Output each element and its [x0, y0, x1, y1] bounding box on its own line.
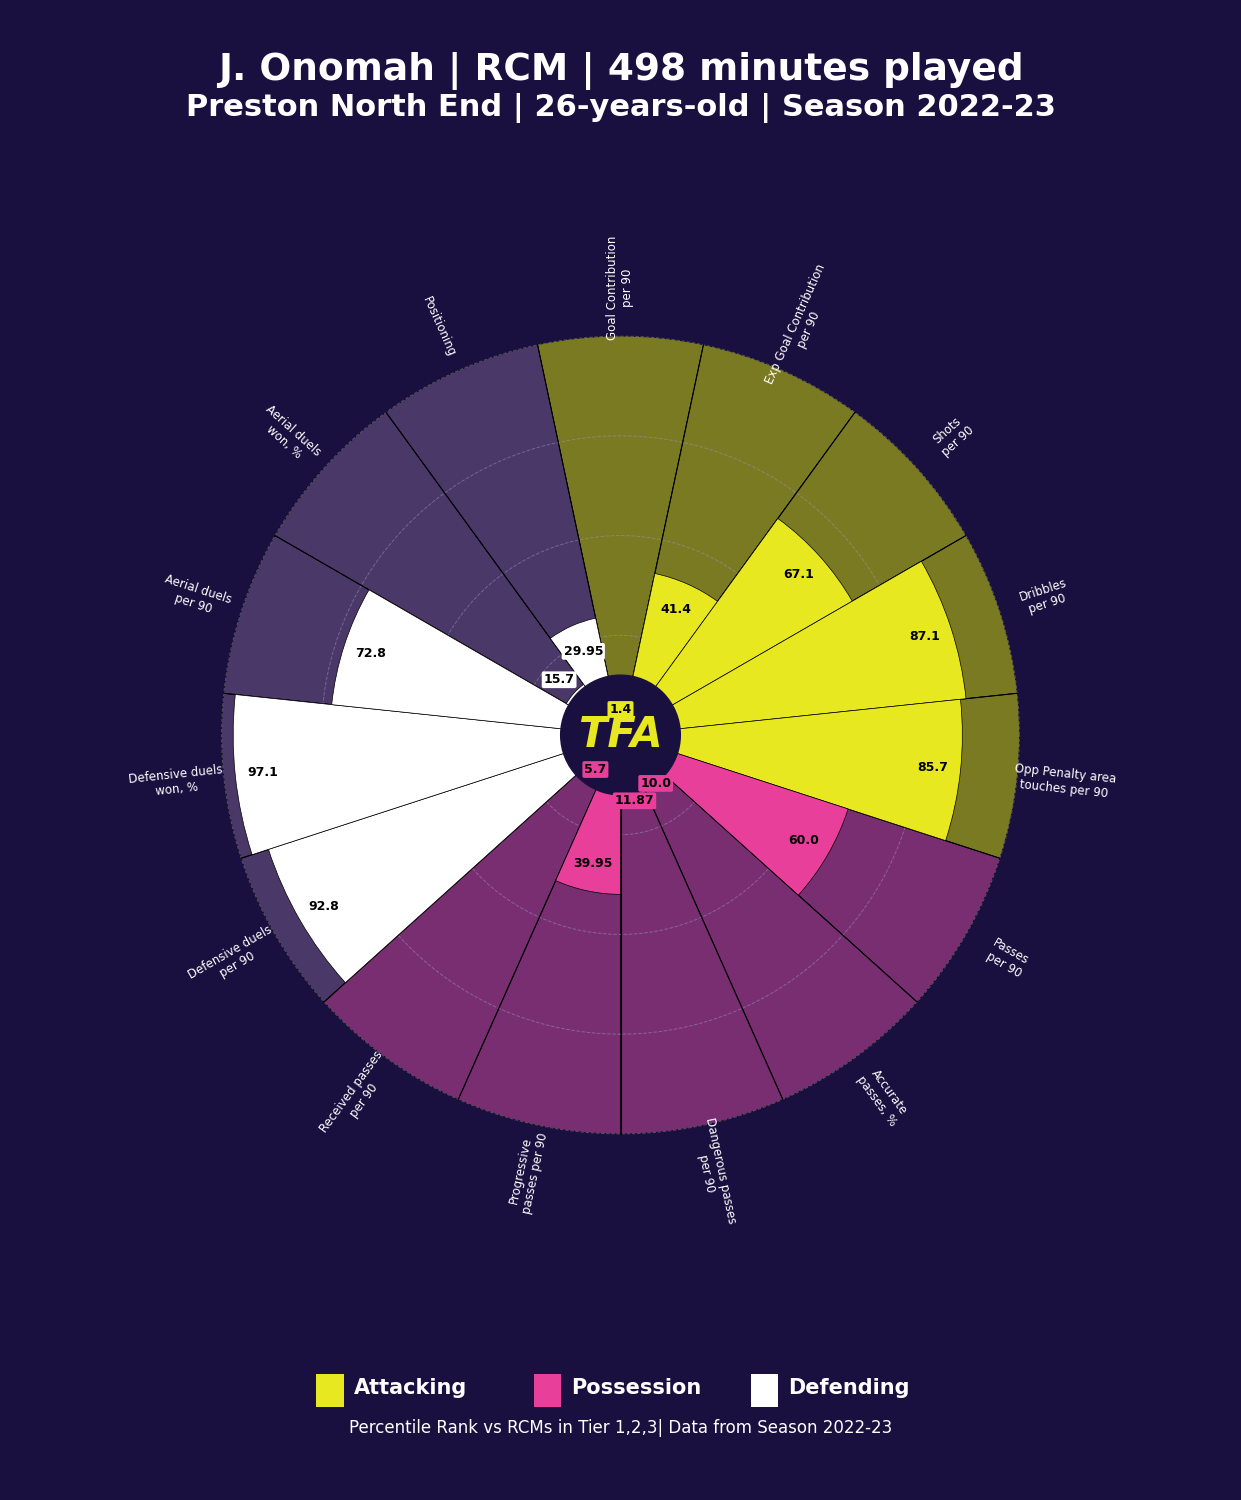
- Wedge shape: [566, 684, 620, 735]
- Wedge shape: [620, 413, 965, 735]
- Text: Opp Penalty area
touches per 90: Opp Penalty area touches per 90: [1013, 762, 1117, 801]
- Text: Aerial duels
won, %: Aerial duels won, %: [253, 402, 324, 470]
- Text: 72.8: 72.8: [355, 648, 386, 660]
- Wedge shape: [620, 735, 783, 1134]
- Wedge shape: [324, 735, 620, 1100]
- Text: 15.7: 15.7: [544, 674, 575, 686]
- Text: 60.0: 60.0: [788, 834, 819, 848]
- Wedge shape: [619, 729, 622, 735]
- Wedge shape: [620, 735, 1000, 1002]
- Wedge shape: [331, 590, 620, 735]
- Wedge shape: [620, 573, 717, 735]
- Text: Received passes
per 90: Received passes per 90: [318, 1048, 398, 1144]
- Text: 29.95: 29.95: [563, 645, 603, 658]
- Text: Dangerous passes
per 90: Dangerous passes per 90: [689, 1116, 738, 1228]
- Text: 5.7: 5.7: [585, 764, 607, 776]
- Text: Attacking: Attacking: [354, 1377, 467, 1398]
- Text: 97.1: 97.1: [248, 766, 278, 778]
- Wedge shape: [620, 735, 640, 783]
- Wedge shape: [458, 735, 620, 1134]
- Wedge shape: [620, 735, 650, 771]
- Circle shape: [561, 675, 680, 795]
- Wedge shape: [276, 413, 620, 735]
- Text: Defensive duels
per 90: Defensive duels per 90: [186, 922, 282, 994]
- Wedge shape: [620, 536, 1018, 735]
- Text: 85.7: 85.7: [917, 762, 948, 774]
- Text: Shots
per 90: Shots per 90: [928, 413, 977, 459]
- Text: Exp Goal Contribution
per 90: Exp Goal Contribution per 90: [763, 262, 841, 392]
- Wedge shape: [620, 345, 855, 735]
- Text: 87.1: 87.1: [908, 630, 939, 644]
- Wedge shape: [241, 735, 620, 1002]
- Text: 39.95: 39.95: [573, 856, 613, 870]
- Text: Aerial duels
per 90: Aerial duels per 90: [159, 573, 233, 621]
- Wedge shape: [620, 735, 917, 1100]
- Text: Positioning: Positioning: [419, 296, 458, 358]
- Wedge shape: [268, 735, 620, 982]
- Wedge shape: [620, 735, 848, 896]
- Text: TFA: TFA: [578, 714, 663, 756]
- Wedge shape: [620, 561, 965, 735]
- Wedge shape: [233, 694, 620, 855]
- Wedge shape: [223, 536, 620, 735]
- Text: Accurate
passes, %: Accurate passes, %: [855, 1065, 912, 1128]
- Text: Percentile Rank vs RCMs in Tier 1,2,3| Data from Season 2022-23: Percentile Rank vs RCMs in Tier 1,2,3| D…: [349, 1419, 892, 1437]
- Wedge shape: [620, 699, 962, 840]
- Wedge shape: [550, 618, 620, 735]
- Wedge shape: [556, 735, 620, 894]
- Wedge shape: [620, 693, 1019, 858]
- Text: 41.4: 41.4: [660, 603, 691, 616]
- Wedge shape: [222, 693, 620, 858]
- Text: Preston North End | 26-years-old | Season 2022-23: Preston North End | 26-years-old | Seaso…: [186, 93, 1055, 123]
- Text: Progressive
passes per 90: Progressive passes per 90: [505, 1128, 550, 1215]
- Text: Defending: Defending: [788, 1377, 910, 1398]
- Wedge shape: [386, 345, 620, 735]
- Text: Possession: Possession: [571, 1377, 701, 1398]
- Text: 67.1: 67.1: [783, 568, 814, 580]
- Text: 92.8: 92.8: [309, 900, 340, 912]
- Text: 11.87: 11.87: [614, 795, 654, 807]
- Wedge shape: [603, 735, 620, 756]
- Text: Goal Contribution
per 90: Goal Contribution per 90: [607, 236, 634, 340]
- Text: 1.4: 1.4: [609, 704, 632, 716]
- Wedge shape: [537, 336, 704, 735]
- Text: Defensive duels
won, %: Defensive duels won, %: [128, 764, 225, 801]
- Text: J. Onomah | RCM | 498 minutes played: J. Onomah | RCM | 498 minutes played: [217, 53, 1024, 90]
- Text: Dribbles
per 90: Dribbles per 90: [1018, 576, 1073, 618]
- Text: 10.0: 10.0: [640, 777, 671, 790]
- Text: Passes
per 90: Passes per 90: [983, 936, 1031, 981]
- Wedge shape: [620, 519, 853, 735]
